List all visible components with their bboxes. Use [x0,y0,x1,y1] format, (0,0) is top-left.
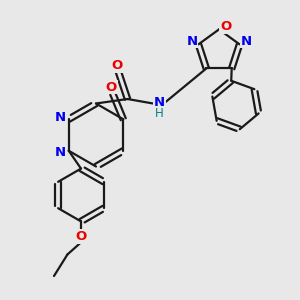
Text: N: N [55,111,66,124]
Text: O: O [75,230,87,243]
Text: O: O [220,20,231,33]
Text: H: H [155,106,164,120]
Text: O: O [111,59,123,72]
Text: N: N [154,95,165,109]
Text: O: O [106,81,117,94]
Text: N: N [55,146,66,159]
Text: N: N [241,35,252,48]
Text: N: N [186,35,197,48]
